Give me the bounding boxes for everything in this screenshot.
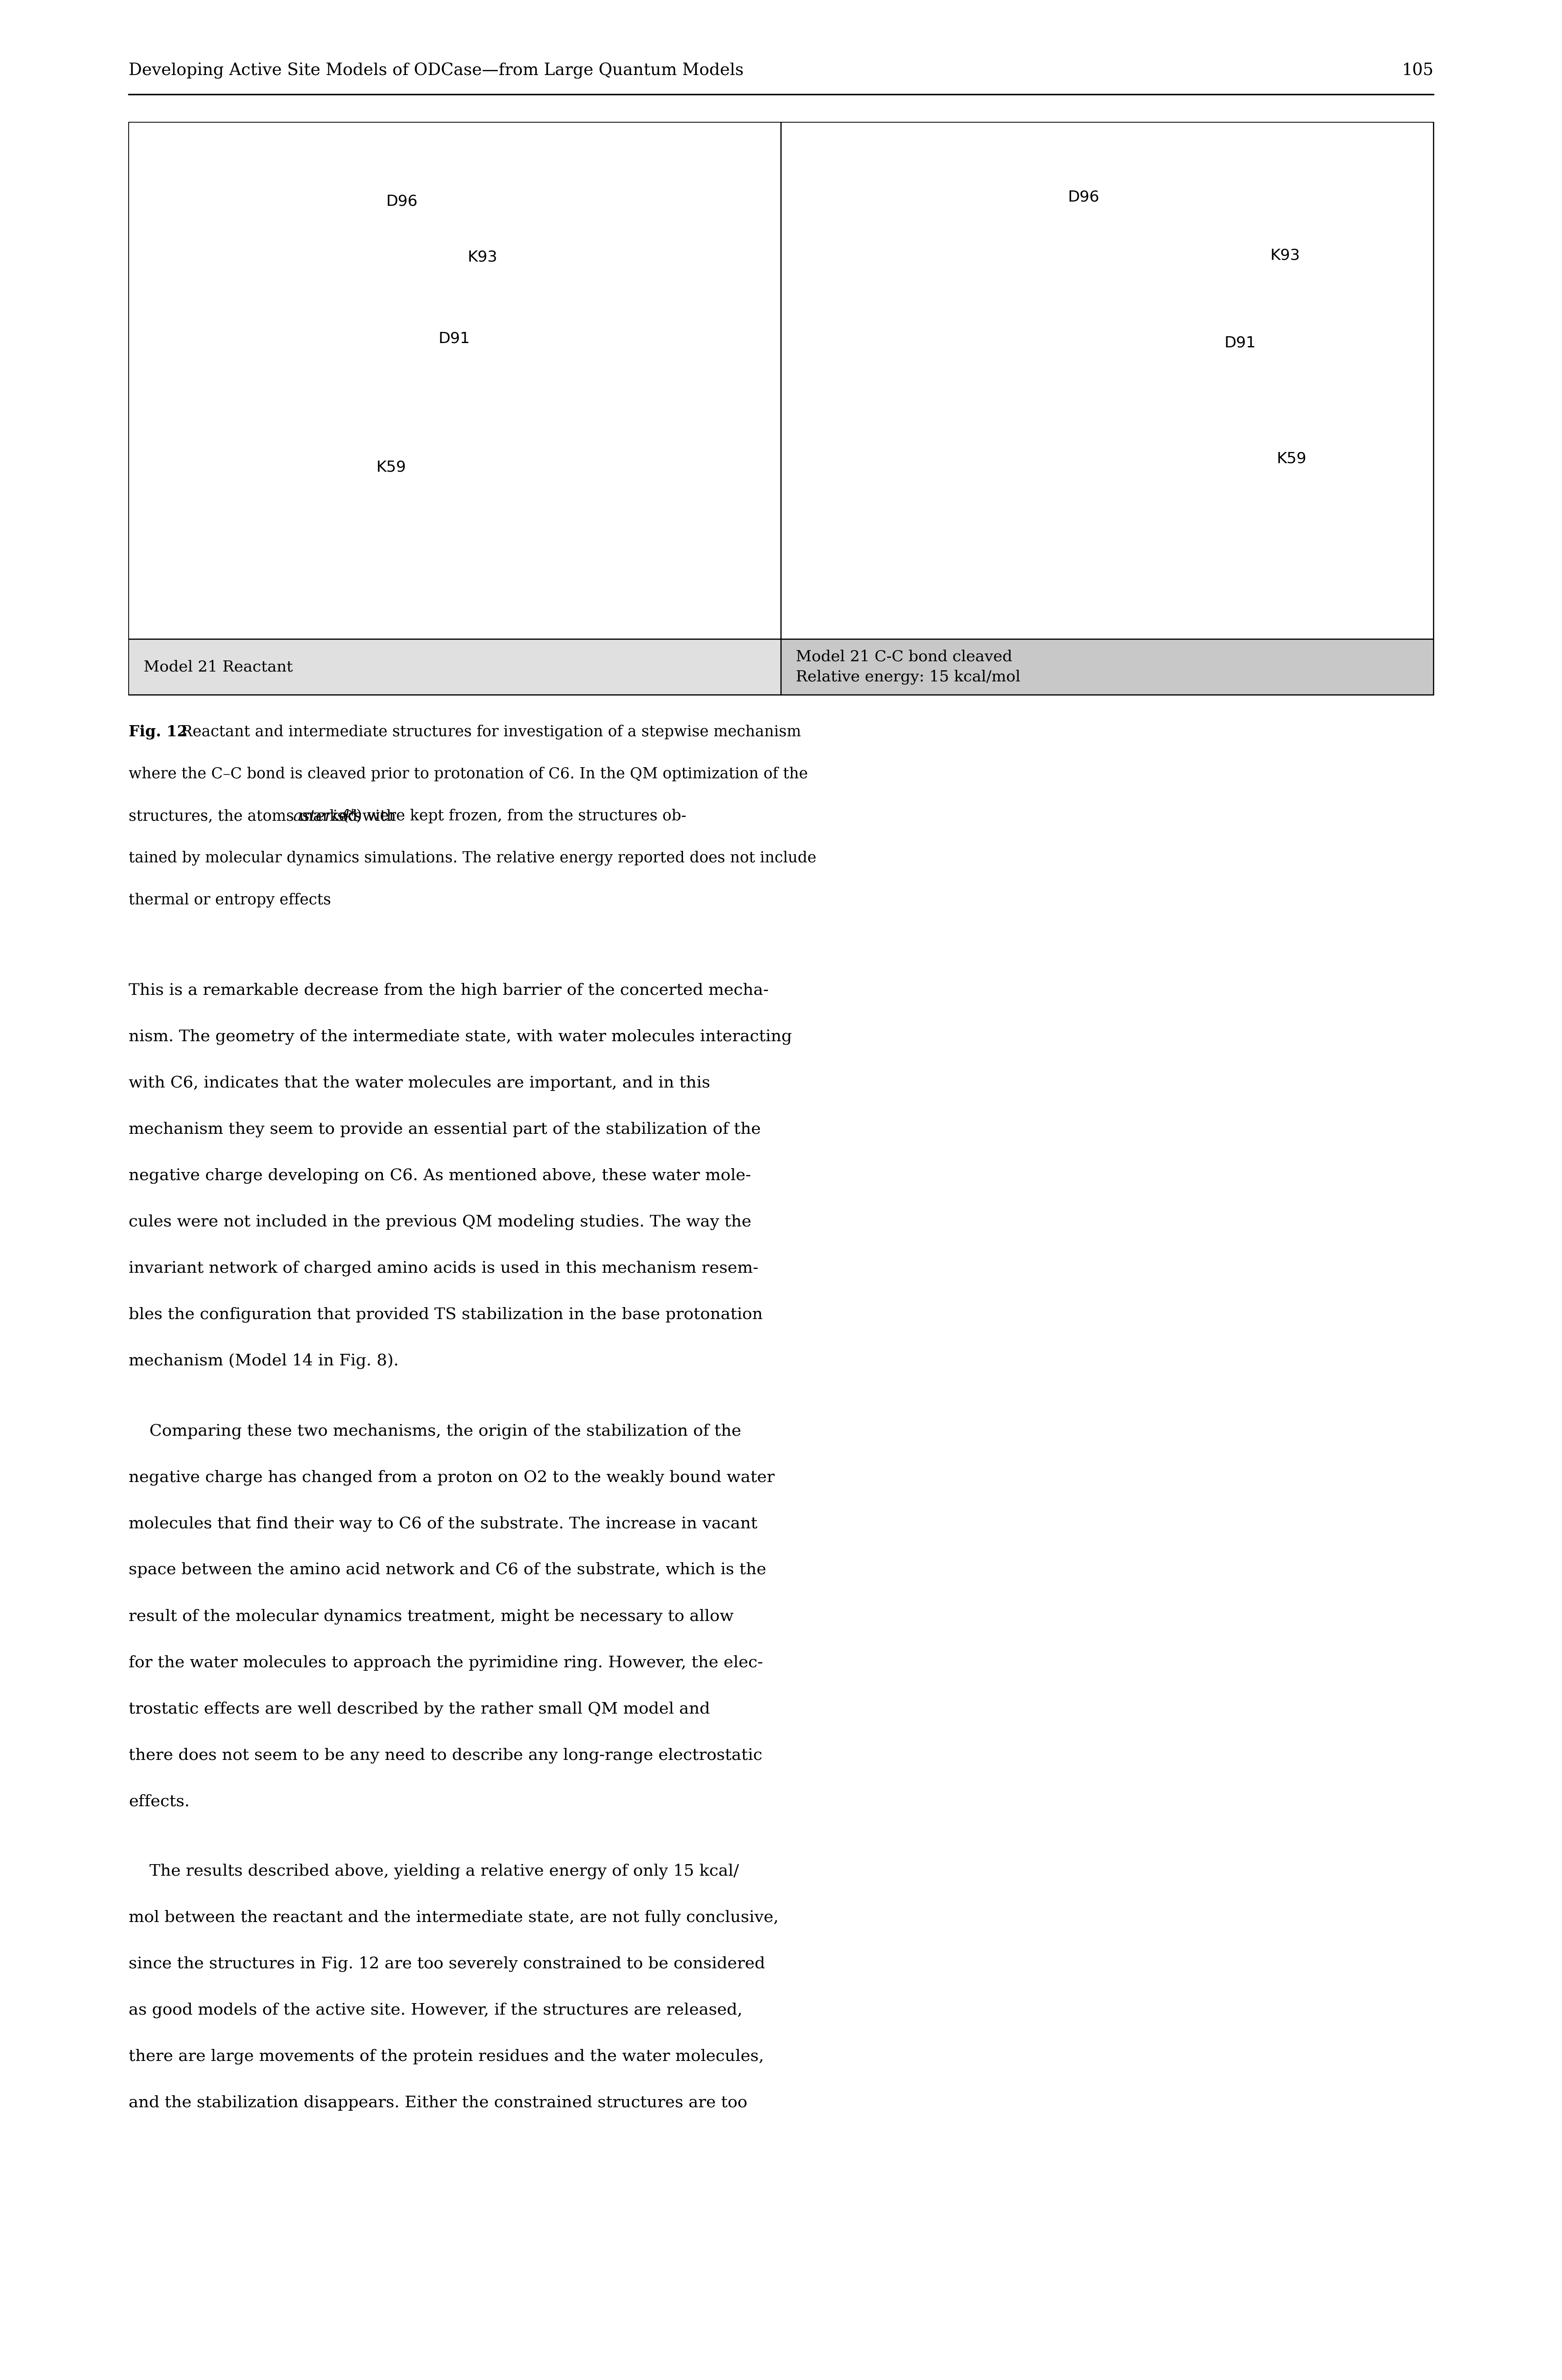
- Text: The results described above, yielding a relative energy of only 15 kcal/: The results described above, yielding a …: [128, 1864, 739, 1880]
- Text: molecules that find their way to C6 of the substrate. The increase in vacant: molecules that find their way to C6 of t…: [128, 1516, 758, 1533]
- Text: effects.: effects.: [128, 1795, 189, 1809]
- Text: cules were not included in the previous QM modeling studies. The way the: cules were not included in the previous …: [128, 1214, 751, 1230]
- Text: Fig. 12: Fig. 12: [128, 726, 187, 740]
- Text: space between the amino acid network and C6 of the substrate, which is the: space between the amino acid network and…: [128, 1561, 767, 1578]
- Bar: [128, 121, 1434, 695]
- Text: K59: K59: [376, 459, 406, 474]
- Text: Relative energy: 15 kcal/mol: Relative energy: 15 kcal/mol: [795, 669, 1020, 685]
- Text: thermal or entropy effects: thermal or entropy effects: [128, 892, 331, 907]
- Text: D91: D91: [439, 331, 470, 345]
- Text: where the C–C bond is cleaved prior to protonation of C6. In the QM optimization: where the C–C bond is cleaved prior to p…: [128, 766, 808, 781]
- Text: as good models of the active site. However, if the structures are released,: as good models of the active site. Howev…: [128, 2002, 742, 2018]
- Text: negative charge developing on C6. As mentioned above, these water mole-: negative charge developing on C6. As men…: [128, 1169, 751, 1183]
- Text: with C6, indicates that the water molecules are important, and in this: with C6, indicates that the water molecu…: [128, 1076, 711, 1090]
- Text: K93: K93: [467, 250, 498, 264]
- Text: Comparing these two mechanisms, the origin of the stabilization of the: Comparing these two mechanisms, the orig…: [128, 1423, 742, 1440]
- Text: Model 21 Reactant: Model 21 Reactant: [144, 659, 292, 674]
- Text: mol between the reactant and the intermediate state, are not fully conclusive,: mol between the reactant and the interme…: [128, 1911, 778, 1925]
- Text: Developing Active Site Models of ODCase—from Large Quantum Models: Developing Active Site Models of ODCase—…: [128, 62, 744, 79]
- Text: bles the configuration that provided TS stabilization in the base protonation: bles the configuration that provided TS …: [128, 1307, 762, 1323]
- Text: (*) were kept frozen, from the structures ob-: (*) were kept frozen, from the structure…: [337, 809, 686, 823]
- Text: 105: 105: [1401, 62, 1434, 79]
- Text: mechanism they seem to provide an essential part of the stabilization of the: mechanism they seem to provide an essent…: [128, 1121, 761, 1138]
- Text: D96: D96: [386, 195, 417, 209]
- Text: there are large movements of the protein residues and the water molecules,: there are large movements of the protein…: [128, 2049, 764, 2063]
- Text: tained by molecular dynamics simulations. The relative energy reported does not : tained by molecular dynamics simulations…: [128, 850, 817, 866]
- Text: invariant network of charged amino acids is used in this mechanism resem-: invariant network of charged amino acids…: [128, 1261, 758, 1276]
- Text: result of the molecular dynamics treatment, might be necessary to allow: result of the molecular dynamics treatme…: [128, 1609, 734, 1623]
- Bar: [781, 124, 1432, 638]
- Text: and the stabilization disappears. Either the constrained structures are too: and the stabilization disappears. Either…: [128, 2094, 747, 2111]
- Text: K59: K59: [1276, 452, 1306, 466]
- Text: for the water molecules to approach the pyrimidine ring. However, the elec-: for the water molecules to approach the …: [128, 1654, 762, 1671]
- Text: mechanism (Model 14 in Fig. 8).: mechanism (Model 14 in Fig. 8).: [128, 1354, 398, 1368]
- Text: there does not seem to be any need to describe any long-range electrostatic: there does not seem to be any need to de…: [128, 1747, 762, 1764]
- Text: D91: D91: [1225, 336, 1256, 350]
- Text: nism. The geometry of the intermediate state, with water molecules interacting: nism. The geometry of the intermediate s…: [128, 1028, 792, 1045]
- Text: D96: D96: [1068, 190, 1100, 205]
- Text: Model 21 C-C bond cleaved: Model 21 C-C bond cleaved: [795, 650, 1012, 664]
- Text: negative charge has changed from a proton on O2 to the weakly bound water: negative charge has changed from a proto…: [128, 1468, 775, 1485]
- Bar: [130, 640, 781, 695]
- Text: structures, the atoms marked with: structures, the atoms marked with: [128, 809, 401, 823]
- Text: trostatic effects are well described by the rather small QM model and: trostatic effects are well described by …: [128, 1702, 711, 1716]
- Bar: [781, 640, 1432, 695]
- Text: Reactant and intermediate structures for investigation of a stepwise mechanism: Reactant and intermediate structures for…: [172, 726, 801, 740]
- Text: since the structures in Fig. 12 are too severely constrained to be considered: since the structures in Fig. 12 are too …: [128, 1956, 765, 1973]
- Text: This is a remarkable decrease from the high barrier of the concerted mecha-: This is a remarkable decrease from the h…: [128, 983, 769, 1000]
- Bar: [130, 124, 781, 638]
- Text: asterisks: asterisks: [294, 809, 362, 823]
- Text: K93: K93: [1270, 248, 1300, 262]
